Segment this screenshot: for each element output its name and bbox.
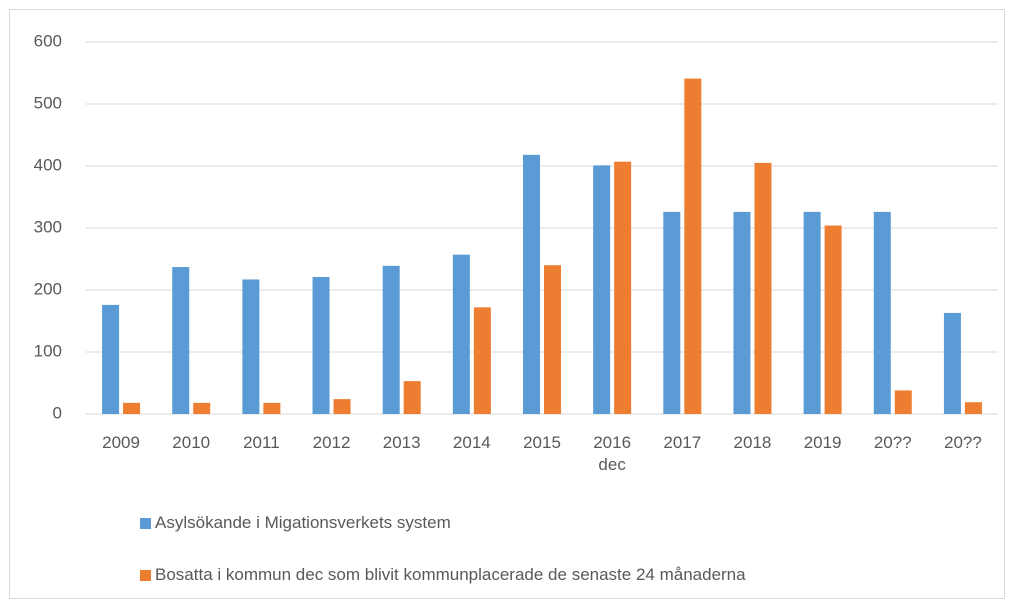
x-tick-label: 2009 [102,433,140,452]
x-tick-label: 2011 [243,433,280,452]
bar [172,267,190,414]
bar [894,390,912,414]
x-tick-label: 2018 [733,433,772,452]
y-tick-label: 500 [34,93,62,112]
bar [263,402,281,414]
legend-swatch [140,569,151,581]
x-tick-label: 2015 [523,433,561,452]
bar [684,78,702,414]
legend-label: Bosatta i kommun dec som blivit kommunpl… [155,565,746,584]
y-tick-label: 200 [34,279,62,298]
bar [614,161,632,414]
x-tick-label: 2012 [312,433,351,452]
x-tick-label: 2016 dec [593,433,632,474]
bar [754,162,772,414]
bar [544,265,561,414]
y-tick-label: 400 [34,155,62,174]
bar [593,165,611,414]
y-tick-label: 100 [34,341,62,360]
bar [824,225,842,414]
x-tick-label: 2019 [803,433,842,452]
bar [193,402,211,414]
x-tick-label: 20?? [944,433,982,452]
bar [312,276,330,414]
bar [382,265,400,414]
bar [333,399,351,414]
x-tick-label: 2017 [663,433,702,452]
bar [873,211,891,414]
legend-entry: Bosatta i kommun dec som blivit kommunpl… [140,565,746,585]
bar [803,211,821,414]
x-tick-label: 2014 [452,433,491,452]
y-tick-label: 0 [53,403,62,422]
bar [733,211,751,414]
bar [943,312,961,414]
bar [452,254,470,414]
x-tick-label: 20?? [873,433,912,452]
bar [102,304,120,414]
x-tick-label: 2013 [382,433,421,452]
legend-swatch [140,517,151,529]
legend-entry: Asylsökande i Migationsverkets system [140,513,451,533]
y-tick-label: 300 [34,217,62,236]
legend-label: Asylsökande i Migationsverkets system [155,513,451,532]
bar [123,402,141,414]
chart-border [9,9,1005,599]
bar [403,381,421,414]
bar [964,402,982,414]
bar [473,307,491,414]
bar [663,211,681,414]
bar [242,279,260,414]
x-tick-label: 2010 [172,433,211,452]
y-tick-label: 600 [34,31,62,50]
bar [523,154,540,414]
